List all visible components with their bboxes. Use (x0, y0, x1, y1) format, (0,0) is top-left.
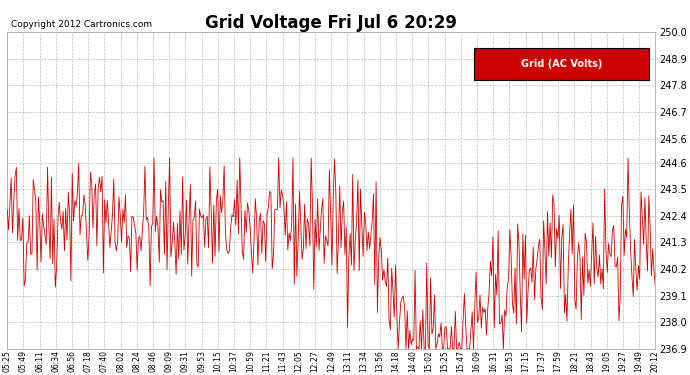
Text: Copyright 2012 Cartronics.com: Copyright 2012 Cartronics.com (10, 20, 152, 29)
Title: Grid Voltage Fri Jul 6 20:29: Grid Voltage Fri Jul 6 20:29 (206, 14, 457, 32)
